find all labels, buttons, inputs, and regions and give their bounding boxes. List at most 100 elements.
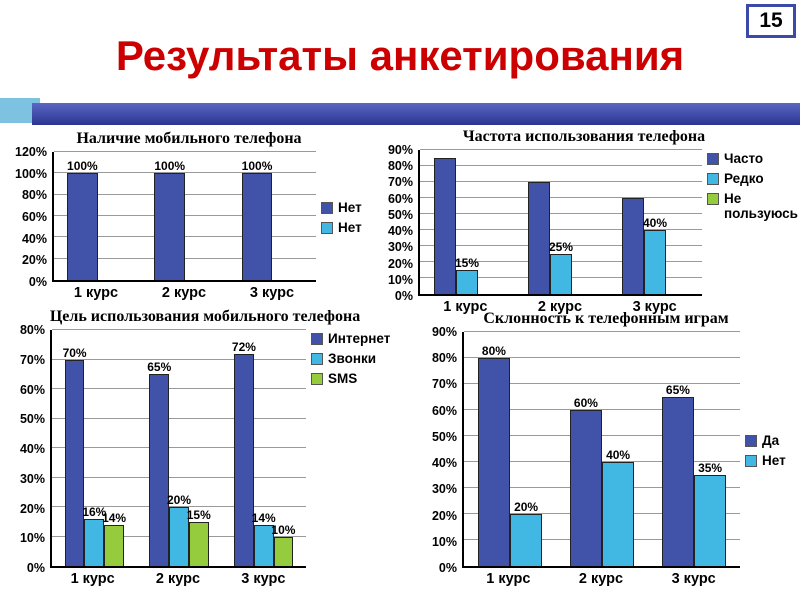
bar: 20% bbox=[167, 493, 191, 566]
bar-group: 65% 20% 15% bbox=[137, 330, 222, 566]
y-tick-label: 80% bbox=[21, 188, 47, 203]
legend-swatch bbox=[321, 221, 333, 234]
chart-title: Наличие мобильного телефона bbox=[76, 130, 302, 147]
legend: Интернет Звонки SMS bbox=[306, 330, 406, 568]
chart-body: 0% 10% 20% 30% 40% 50% 60% 70% 80% 70% 16% 14% 65% 2… bbox=[4, 323, 406, 590]
x-tick-label: 1 курс bbox=[486, 571, 531, 587]
gridline bbox=[54, 172, 316, 174]
gridline bbox=[52, 388, 306, 389]
bar-group: 72% 14% 10% bbox=[221, 330, 306, 566]
legend-item: Интернет bbox=[311, 331, 406, 347]
legend: Нет Нет bbox=[316, 152, 372, 282]
gridline bbox=[420, 245, 702, 246]
gridline bbox=[464, 383, 740, 384]
gridline bbox=[54, 193, 316, 195]
gridline bbox=[54, 257, 316, 259]
bar-value-label: 65% bbox=[147, 360, 172, 375]
legend-label: SMS bbox=[328, 370, 358, 386]
y-axis: 0% 10% 20% 30% 40% 50% 60% 70% 80% 90% bbox=[372, 143, 418, 303]
bar-value-label: 14% bbox=[102, 510, 127, 525]
y-tick-label: 20% bbox=[387, 256, 413, 271]
plot-area: 70% 16% 14% 65% 20% 15% 72% 14% 10% bbox=[50, 329, 306, 568]
x-tick-label: 3 курс bbox=[249, 285, 295, 301]
bar-value-label: 100% bbox=[241, 159, 273, 174]
legend-swatch bbox=[707, 153, 719, 165]
plot-area: 80% 20% 60% 40% 65% 35% bbox=[462, 331, 740, 568]
bar-value-label: 65% bbox=[665, 383, 690, 397]
bar: 20% bbox=[510, 500, 543, 566]
chart-body: 0% 10% 20% 30% 40% 50% 60% 70% 80% 90% 15% 25% 40% … bbox=[372, 143, 798, 318]
title-underline-band bbox=[0, 98, 800, 128]
y-tick-label: 0% bbox=[28, 275, 47, 289]
legend-swatch bbox=[745, 434, 757, 447]
y-tick-label: 30% bbox=[387, 240, 413, 255]
bar-value-label: 35% bbox=[698, 461, 723, 475]
plot-column: 70% 16% 14% 65% 20% 15% 72% 14% 10% 1 курс 2 курс… bbox=[50, 329, 306, 590]
gridline bbox=[420, 229, 702, 230]
band-bar bbox=[32, 103, 800, 125]
y-tick-label: 10% bbox=[431, 534, 457, 549]
gridline bbox=[52, 447, 306, 448]
gridline bbox=[420, 213, 702, 214]
legend-item: SMS bbox=[311, 370, 406, 387]
legend-label: Часто bbox=[724, 151, 764, 166]
x-tick-label: 3 курс bbox=[632, 299, 677, 315]
bar-group: 60% 40% bbox=[556, 332, 648, 566]
y-tick-label: 50% bbox=[387, 207, 413, 222]
y-tick-label: 40% bbox=[387, 224, 413, 239]
y-tick-label: 10% bbox=[19, 531, 45, 546]
bar-value-label: 10% bbox=[271, 522, 296, 537]
gridline bbox=[464, 461, 740, 462]
bar: 100% bbox=[242, 159, 272, 280]
gridline bbox=[420, 149, 702, 150]
y-tick-label: 0% bbox=[26, 561, 45, 575]
plot-column: 80% 20% 60% 40% 65% 35% 1 курс 2 курс 3 курс bbox=[462, 331, 740, 590]
chart-title: Склонность к телефонным играм bbox=[483, 310, 729, 327]
chart-phone-usage-purpose: Цель использования мобильного телефона 0… bbox=[4, 308, 406, 590]
bar-value-label: 80% bbox=[481, 344, 506, 358]
bar-group: 70% 16% 14% bbox=[52, 330, 137, 566]
y-axis: 0% 10% 20% 30% 40% 50% 60% 70% 80% bbox=[4, 323, 50, 575]
gridline bbox=[420, 181, 702, 182]
y-tick-label: 20% bbox=[19, 501, 45, 516]
legend-item: Нет bbox=[321, 219, 372, 236]
bar: 60% bbox=[569, 396, 602, 566]
y-tick-label: 40% bbox=[19, 442, 45, 456]
gridline bbox=[420, 165, 702, 166]
legend-label: Не пользуюсь bbox=[724, 190, 798, 221]
chart-phone-usage-frequency: Частота использования телефона 0% 10% 20% 3… bbox=[372, 128, 798, 318]
bar-value-label: 16% bbox=[82, 504, 107, 519]
bar-value-label: 40% bbox=[642, 216, 667, 230]
x-tick-label: 3 курс bbox=[671, 571, 716, 587]
bar-group: 100% bbox=[54, 152, 141, 280]
chart-body: 0% 10% 20% 30% 40% 50% 60% 70% 80% 90% 80% 20% 60% 4… bbox=[416, 325, 796, 590]
chart-title: Частота использования телефона bbox=[462, 128, 706, 145]
bar: 70% bbox=[63, 346, 87, 566]
x-axis: 1 курс 2 курс 3 курс bbox=[462, 568, 740, 590]
legend-item: Не пользуюсь bbox=[707, 190, 798, 222]
legend-label: Нет bbox=[338, 219, 362, 235]
x-tick-label: 2 курс bbox=[161, 285, 207, 301]
y-tick-label: 60% bbox=[387, 191, 413, 206]
gridline bbox=[52, 506, 306, 507]
bar: 14% bbox=[252, 511, 276, 566]
bar-value-label: 100% bbox=[67, 159, 98, 174]
y-axis: 0% 20% 40% 60% 80% 100% 120% bbox=[6, 145, 52, 289]
y-tick-label: 50% bbox=[19, 412, 45, 427]
bar: 25% bbox=[549, 240, 573, 294]
y-tick-label: 70% bbox=[19, 352, 45, 367]
bar-value-label: 15% bbox=[454, 256, 479, 270]
chart-title: Цель использования мобильного телефона bbox=[49, 308, 361, 325]
legend-swatch bbox=[321, 201, 333, 214]
legend: Да Нет bbox=[740, 332, 796, 568]
plot-column: 100% 100% 100% 1 курс 2 курс 3 курс bbox=[52, 151, 316, 304]
gridline bbox=[54, 151, 316, 152]
y-tick-label: 120% bbox=[15, 145, 47, 159]
gridline bbox=[464, 331, 740, 332]
bar-value-label: 100% bbox=[154, 159, 186, 174]
bar: 16% bbox=[82, 505, 106, 566]
legend: Часто Редко Не пользуюсь bbox=[702, 150, 798, 296]
x-axis: 1 курс 2 курс 3 курс bbox=[418, 296, 702, 318]
bar: 14% bbox=[102, 511, 126, 566]
bar: 72% bbox=[232, 340, 256, 566]
